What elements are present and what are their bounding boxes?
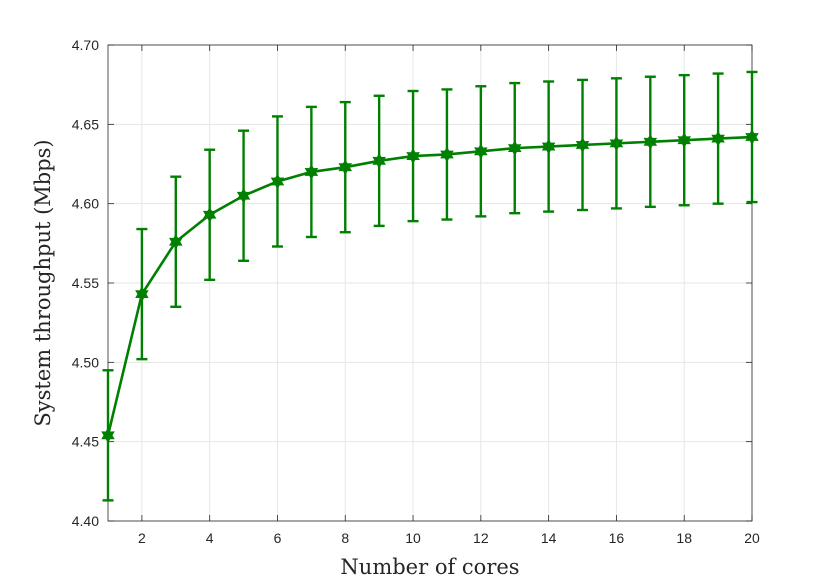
data-point-marker: [338, 159, 353, 175]
data-point-marker: [101, 427, 115, 444]
x-tick-label: 18: [676, 530, 692, 546]
data-point-marker: [372, 153, 386, 169]
x-tick-label: 6: [274, 530, 282, 546]
y-tick-label: 4.65: [72, 116, 99, 132]
y-axis-title: System throughput (Mbps): [31, 139, 55, 426]
data-markers: [101, 129, 759, 444]
y-tick-label: 4.60: [72, 196, 99, 212]
x-tick-label: 10: [405, 530, 421, 546]
y-tick-label: 4.45: [72, 434, 99, 450]
x-tick-label: 8: [341, 530, 349, 546]
data-point-marker: [406, 148, 420, 164]
data-point-marker: [304, 164, 319, 180]
y-tick-label: 4.50: [72, 354, 99, 370]
x-axis-title: Number of cores: [340, 555, 519, 579]
x-tick-label: 16: [609, 530, 625, 546]
data-point-marker: [575, 137, 590, 153]
data-point-marker: [236, 187, 251, 204]
y-tick-label: 4.40: [72, 513, 99, 529]
axis-ticks: [108, 44, 753, 522]
data-point-marker: [711, 130, 725, 147]
x-tick-label: 2: [138, 530, 146, 546]
x-tick-label: 4: [206, 530, 214, 546]
data-point-marker: [609, 135, 624, 152]
x-tick-labels: 2 4 6 8 10 12 14 16 18 20: [138, 530, 760, 546]
x-tick-label: 20: [744, 530, 760, 546]
data-point-marker: [643, 133, 658, 150]
data-point-marker: [745, 129, 759, 145]
data-point-marker: [677, 132, 691, 149]
data-point-marker: [474, 143, 488, 160]
y-tick-labels: 4.40 4.45 4.50 4.55 4.60 4.65 4.70: [72, 37, 99, 529]
data-point-marker: [541, 138, 556, 155]
data-point-marker: [440, 146, 454, 163]
data-point-marker: [270, 173, 285, 190]
data-point-marker: [135, 286, 149, 302]
y-tick-label: 4.70: [72, 37, 99, 53]
y-tick-label: 4.55: [72, 275, 99, 291]
data-point-marker: [202, 206, 217, 223]
x-tick-label: 14: [541, 530, 557, 546]
x-tick-label: 12: [473, 530, 489, 546]
data-point-marker: [507, 140, 522, 156]
data-point-marker: [169, 233, 183, 250]
